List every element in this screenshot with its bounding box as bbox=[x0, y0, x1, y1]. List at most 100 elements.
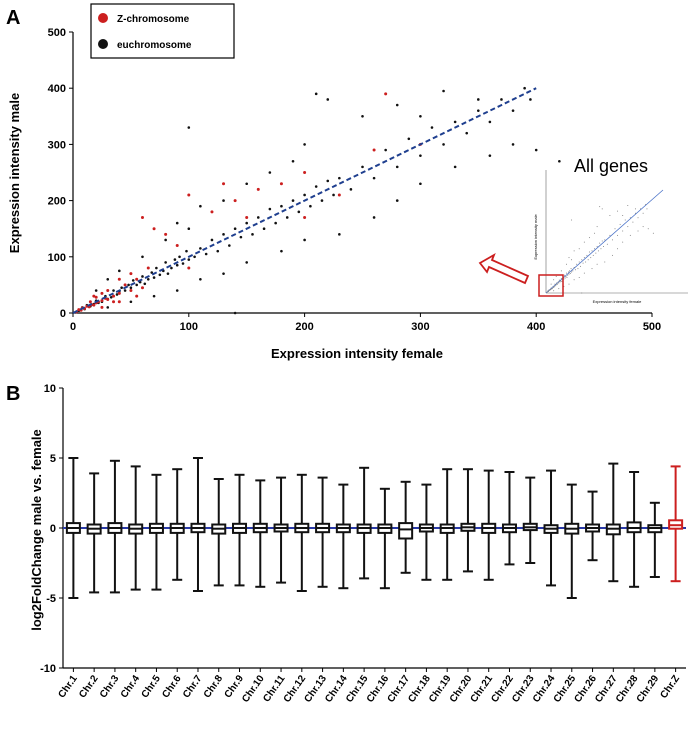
legend-box bbox=[90, 3, 235, 59]
data-point-euchromosome bbox=[146, 277, 150, 281]
inset-point bbox=[642, 212, 644, 214]
boxplot-y-tick-label: 10 bbox=[44, 383, 56, 395]
inset-point bbox=[634, 212, 636, 214]
inset-point bbox=[550, 288, 552, 290]
data-point-euchromosome bbox=[222, 199, 225, 202]
panel-a-label: A bbox=[6, 7, 20, 29]
box-chr19 bbox=[439, 468, 455, 581]
inset-point bbox=[637, 217, 639, 219]
inset-point bbox=[611, 254, 613, 256]
box-chr26 bbox=[585, 490, 601, 562]
box-chr8 bbox=[211, 478, 227, 587]
data-point-z-chromosome bbox=[175, 244, 179, 248]
inset-point bbox=[611, 239, 613, 241]
data-point-euchromosome bbox=[291, 199, 295, 202]
box-chr5 bbox=[148, 473, 164, 591]
data-point-euchromosome bbox=[338, 233, 341, 236]
inset-trendline bbox=[545, 189, 664, 294]
scatter-y-tick-label: 100 bbox=[48, 252, 66, 264]
data-point-euchromosome bbox=[131, 279, 135, 282]
data-point-z-chromosome bbox=[106, 289, 110, 293]
data-point-euchromosome bbox=[338, 176, 341, 180]
data-point-z-chromosome bbox=[88, 300, 92, 304]
inset-point bbox=[558, 288, 560, 290]
inset-point bbox=[560, 280, 562, 282]
data-point-euchromosome bbox=[361, 165, 364, 169]
boxplot-x-tick-label: Chr.7 bbox=[181, 673, 205, 700]
data-point-z-chromosome bbox=[129, 289, 133, 293]
inset-point bbox=[601, 208, 603, 210]
inset-point bbox=[568, 283, 570, 285]
data-point-euchromosome bbox=[488, 120, 492, 124]
data-point-euchromosome bbox=[326, 98, 330, 101]
box-chr12 bbox=[294, 473, 310, 592]
scatter-x-tick-label: 200 bbox=[295, 321, 313, 333]
inset-point bbox=[594, 248, 596, 250]
data-point-z-chromosome bbox=[92, 303, 96, 307]
box-chr14 bbox=[335, 483, 351, 590]
inset-point bbox=[551, 288, 553, 290]
inset-point bbox=[588, 237, 590, 239]
inset-point bbox=[601, 240, 603, 242]
data-point-z-chromosome bbox=[303, 215, 307, 219]
inset-point bbox=[548, 289, 550, 291]
box-chr25 bbox=[564, 483, 580, 599]
box-chr13 bbox=[315, 476, 331, 588]
inset-point bbox=[586, 254, 588, 256]
data-point-euchromosome bbox=[204, 252, 208, 256]
inset-point bbox=[580, 265, 582, 267]
inset-point bbox=[596, 226, 598, 228]
scatter-y-tick-label: 300 bbox=[48, 139, 66, 151]
data-point-z-chromosome bbox=[152, 227, 156, 231]
legend-label-z: Z-chromosome bbox=[117, 14, 190, 25]
data-point-euchromosome bbox=[314, 92, 318, 96]
boxplot-x-tick-label: Chr.Z bbox=[658, 673, 682, 700]
data-point-z-chromosome bbox=[129, 272, 133, 276]
data-point-z-chromosome bbox=[187, 266, 191, 270]
data-point-euchromosome bbox=[150, 271, 154, 274]
data-point-euchromosome bbox=[529, 98, 532, 101]
inset-point bbox=[637, 230, 639, 232]
inset-point bbox=[647, 228, 649, 230]
inset-point bbox=[567, 271, 569, 273]
inset-point bbox=[599, 242, 601, 244]
data-point-euchromosome bbox=[152, 276, 156, 279]
data-point-euchromosome bbox=[465, 131, 469, 135]
data-point-euchromosome bbox=[523, 86, 526, 90]
data-point-z-chromosome bbox=[100, 299, 104, 303]
box-chr4 bbox=[128, 465, 144, 591]
legend-label-eu: euchromosome bbox=[117, 40, 192, 51]
data-point-euchromosome bbox=[262, 227, 266, 230]
inset-point bbox=[566, 277, 568, 279]
data-point-z-chromosome bbox=[233, 199, 237, 203]
inset-point bbox=[553, 286, 555, 288]
data-point-euchromosome bbox=[170, 266, 173, 270]
inset-point bbox=[553, 286, 555, 288]
data-point-euchromosome bbox=[280, 204, 283, 208]
boxplot-boxes bbox=[63, 457, 686, 599]
scatter-axes: 0 100 200 300 400 500 0 100 200 300 400 500 bbox=[48, 27, 662, 333]
scatter-x-tick-label: 500 bbox=[643, 321, 661, 333]
data-point-z-chromosome bbox=[135, 294, 139, 298]
inset-point bbox=[554, 283, 556, 285]
boxplot-axes: -10-50510Chr.1Chr.2Chr.3Chr.4Chr.5Chr.6C… bbox=[40, 383, 686, 705]
inset-point bbox=[565, 272, 567, 274]
data-point-euchromosome bbox=[500, 98, 503, 101]
data-point-euchromosome bbox=[245, 261, 248, 264]
box-chr17 bbox=[398, 480, 414, 574]
box-chr15 bbox=[356, 466, 372, 580]
inset-point bbox=[556, 282, 558, 284]
inset-y-label: Expression intensity male bbox=[533, 214, 538, 260]
data-point-euchromosome bbox=[193, 255, 196, 259]
inset-point bbox=[619, 223, 621, 225]
data-point-euchromosome bbox=[164, 261, 167, 264]
inset-point bbox=[569, 270, 571, 272]
trendline bbox=[72, 87, 537, 314]
data-point-z-chromosome bbox=[135, 277, 139, 281]
boxplot-x-tick-label: Chr.29 bbox=[635, 673, 662, 705]
data-point-euchromosome bbox=[309, 204, 312, 208]
data-point-euchromosome bbox=[245, 221, 248, 225]
data-point-euchromosome bbox=[175, 221, 179, 225]
inset-point bbox=[565, 275, 567, 277]
data-point-z-chromosome bbox=[337, 193, 341, 197]
